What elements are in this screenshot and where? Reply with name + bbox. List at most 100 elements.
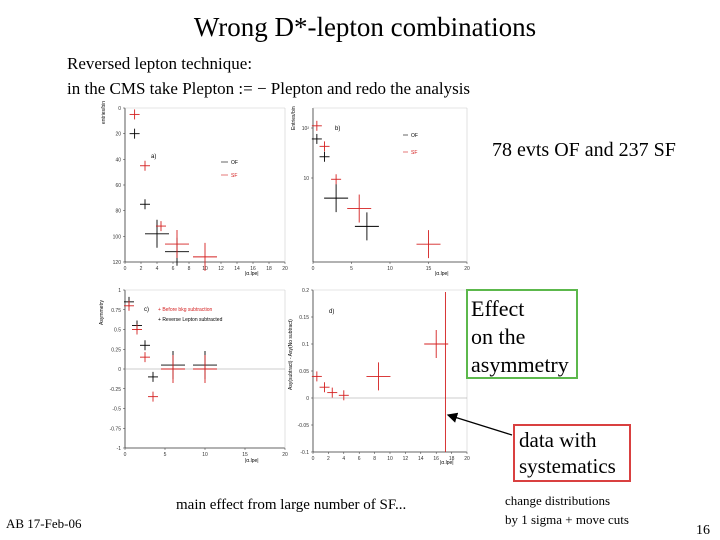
panel-d-ytick-label: 0.15	[299, 315, 309, 321]
panel-b-point	[354, 212, 379, 241]
panel-a-marks	[129, 109, 217, 271]
panel-c-ytick-label: -0.25	[110, 387, 122, 393]
effect-box: Effect on the asymmetry	[466, 289, 578, 379]
panel-b-legend: OF SF	[403, 133, 418, 156]
change-note: change distributions by 1 sigma + move c…	[505, 491, 629, 529]
panel-c-point	[193, 355, 217, 383]
panel-a-xtick-label: 16	[250, 266, 256, 272]
panel-d-point	[327, 387, 338, 398]
panel-b-point	[331, 174, 342, 185]
panel-c-xtick-label: 0	[124, 452, 127, 458]
panel-c-ticks: 0 5 10 15 20 1 0.75 0.5 0.25 0 -0.25 -0.5 -0.75 -1	[110, 288, 288, 458]
panel-c-point	[132, 324, 142, 335]
panel-b-point	[311, 133, 322, 144]
panel-b-legend-of: OF	[411, 133, 418, 139]
panel-c-xtick-label: 15	[242, 452, 248, 458]
panel-b-point	[319, 141, 330, 152]
change-note-line-1: change distributions	[505, 493, 611, 508]
panel-c-ytick-label: 0.75	[111, 308, 121, 314]
main-effect-note: main effect from large number of SF...	[176, 497, 407, 513]
panel-d-plot: Asy(subtract) - Asy(No subtract) |α.lpe|…	[288, 288, 470, 466]
panel-a-ytick-label: 20	[115, 132, 121, 138]
panel-c-xtick-label: 5	[164, 452, 167, 458]
panel-d-xtick-label: 2	[327, 456, 330, 462]
panel-c-point	[161, 355, 185, 383]
panel-a-xtick-label: 4	[156, 266, 159, 272]
panel-c-point	[140, 340, 150, 351]
effect-line-2: on the	[471, 324, 526, 349]
panel-d-xtick-label: 8	[373, 456, 376, 462]
panel-a-ticks: 02468101214161820020406080100120	[113, 106, 288, 272]
panel-a-point	[140, 160, 150, 171]
panel-d-ytick-label: 0	[306, 396, 309, 402]
panel-d-xlabel: |α.lpe|	[440, 460, 454, 466]
panel-d-ytick-label: 0.05	[299, 369, 309, 375]
panel-a-xtick-label: 6	[172, 266, 175, 272]
panel-d-point	[366, 362, 391, 391]
panel-d-ytick-label: 0.2	[302, 288, 309, 294]
panel-d-xtick-label: 14	[418, 456, 424, 462]
panel-d-ytick-label: 0.1	[302, 342, 309, 348]
panel-d-point	[338, 390, 349, 401]
panel-b-ylabel: Entries/bin	[291, 106, 297, 130]
panel-a-label: a)	[151, 154, 156, 160]
subtitle-line-1: Reversed lepton technique:	[67, 54, 253, 73]
panel-a-ytick-label: 80	[115, 209, 121, 215]
panel-a-point	[165, 230, 189, 259]
events-note: 78 evts OF and 237 SF	[492, 139, 676, 161]
panel-b-xtick-label: 0	[312, 266, 315, 272]
panel-a-point	[156, 221, 166, 232]
panel-c-ytick-label: 0	[118, 367, 121, 373]
panel-b-ytick-label: 10	[303, 176, 309, 182]
panel-d-xtick-label: 10	[387, 456, 393, 462]
panel-a-ytick-label: 0	[118, 106, 121, 112]
panel-b-legend-sf: SF	[411, 150, 417, 156]
panel-d-xtick-label: 18	[449, 456, 455, 462]
panel-d-xtick-label: 0	[312, 456, 315, 462]
panel-b-point	[319, 151, 330, 162]
panel-d-marks	[311, 292, 449, 452]
panel-b-xtick-label: 15	[426, 266, 432, 272]
panel-c-ytick-label: -1	[117, 446, 122, 452]
panel-d-label: d)	[329, 309, 334, 315]
panel-c-legend-before: + Before bkg subtraction	[158, 307, 213, 313]
panel-c-xtick-label: 20	[282, 452, 288, 458]
panel-a-ytick-label: 120	[113, 260, 122, 266]
panel-a-ytick-label: 60	[115, 183, 121, 189]
panel-c-point	[140, 352, 150, 363]
panel-c-xtick-label: 10	[202, 452, 208, 458]
panel-b-xtick-label: 5	[350, 266, 353, 272]
panel-a-legend-sf: SF	[231, 173, 237, 179]
panel-d-point	[319, 382, 330, 393]
systematics-line-2: systematics	[519, 454, 616, 478]
change-note-line-2: by 1 sigma + move cuts	[505, 512, 629, 527]
panel-b-point	[416, 230, 441, 259]
panel-c-marks	[124, 296, 217, 402]
panel-b-marks	[311, 120, 441, 259]
panel-c-plot: Asymmetry |α.lpe| c) + Before bkg subtra…	[99, 288, 288, 464]
panel-c-ytick-label: 1	[118, 288, 121, 294]
panel-a-xtick-label: 20	[282, 266, 288, 272]
panel-a-xtick-label: 0	[124, 266, 127, 272]
panel-c-xlabel: |α.lpe|	[245, 458, 259, 464]
panel-a-xtick-label: 14	[234, 266, 240, 272]
panel-a-xtick-label: 8	[188, 266, 191, 272]
author-date: AB 17-Feb-06	[6, 516, 82, 531]
slide-title: Wrong D*-lepton combinations	[193, 12, 537, 42]
panel-b-point	[311, 120, 322, 131]
panel-b-plot: Entries/bin |α.lpe| b) OF SF 0 5 10 15 20 10²…	[291, 106, 470, 277]
panel-d-point	[311, 371, 322, 382]
panel-c-ylabel: Asymmetry	[99, 300, 105, 326]
systematics-box: data with systematics	[513, 424, 631, 482]
panel-b-ytick-label: 10²	[302, 126, 310, 132]
panel-c-ytick-label: 0.5	[114, 328, 121, 334]
panel-d-xtick-label: 4	[342, 456, 345, 462]
systematics-line-1: data with	[519, 428, 597, 452]
panel-b-point	[324, 184, 349, 213]
panel-a-point	[129, 109, 140, 120]
panel-a-point	[129, 128, 140, 139]
page-number: 16	[696, 523, 710, 538]
panel-a-xlabel: |α.lpe|	[245, 271, 259, 277]
panel-a-plot: entries/bin |α.lpe| a) OF SF 02468101214…	[101, 101, 288, 277]
panel-b-point	[347, 194, 372, 223]
